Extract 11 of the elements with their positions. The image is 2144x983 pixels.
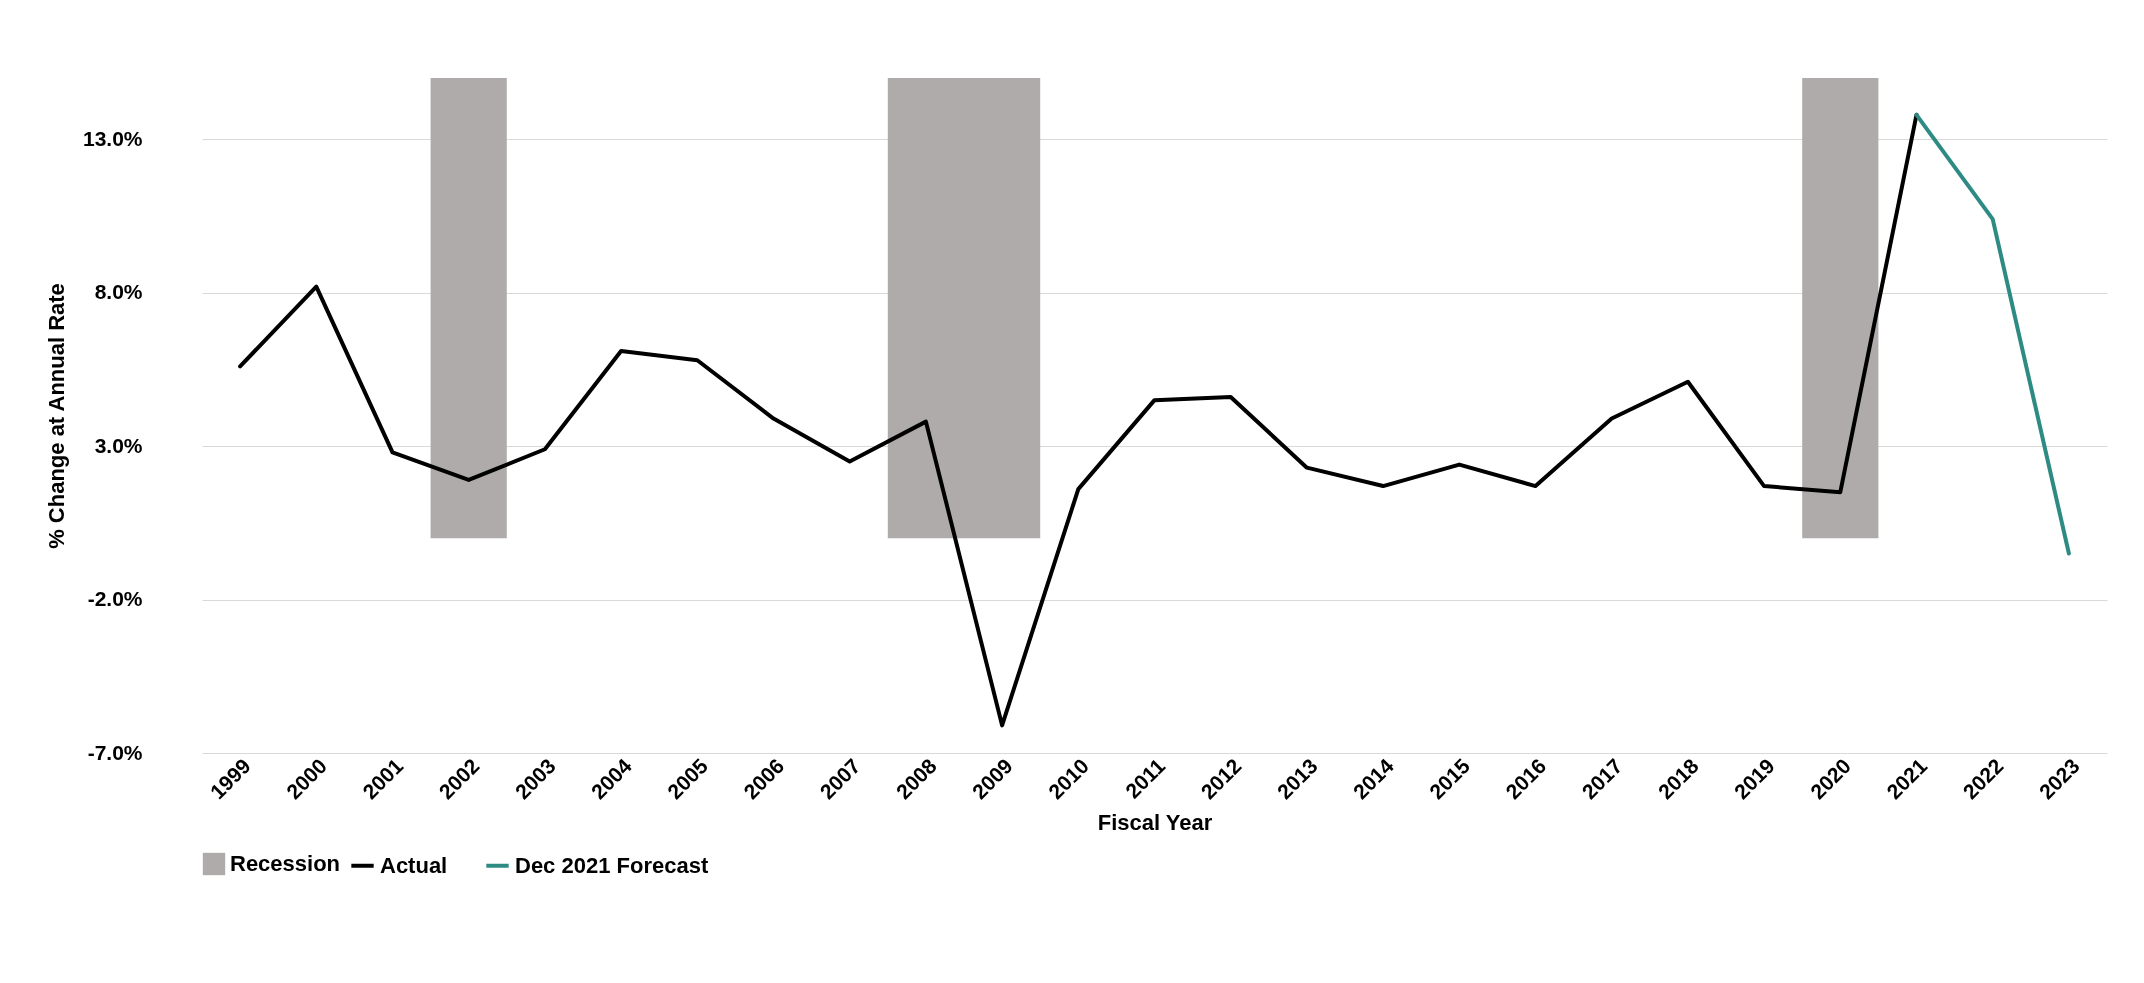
line-series [238,112,1919,728]
x-axis-title: Fiscal Year [1097,810,1213,836]
y-tick-label: 8.0% [94,280,143,304]
y-axis-title: % Change at Annual Rate [43,283,69,549]
y-tick-label: 3.0% [94,433,143,457]
y-tick-label: -7.0% [87,740,143,764]
legend-label: Dec 2021 Forecast [515,852,709,878]
y-tick-label: 13.0% [82,126,143,150]
legend-label: Recession [230,851,341,876]
legend-label: Actual [380,852,448,878]
y-tick-label: -2.0% [87,587,143,611]
